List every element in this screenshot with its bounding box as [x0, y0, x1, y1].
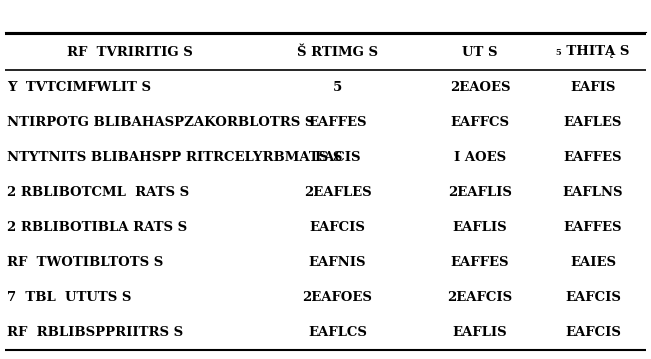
Text: EAFLES: EAFLES [564, 116, 622, 129]
Text: EAFFES: EAFFES [450, 256, 509, 269]
Text: NTIRPOTG BLIBAHASPZAKORBLOTRS S: NTIRPOTG BLIBAHASPZAKORBLOTRS S [7, 116, 314, 129]
Text: 2EAFCIS: 2EAFCIS [447, 291, 512, 304]
Text: EAIES: EAIES [570, 256, 616, 269]
Text: EAFCIS: EAFCIS [565, 291, 621, 304]
Text: EAFFES: EAFFES [564, 221, 622, 234]
Text: 2EAFLIS: 2EAFLIS [448, 186, 512, 199]
Text: 2EAFLES: 2EAFLES [303, 186, 371, 199]
Text: RF  TWOTIBLTOTS S: RF TWOTIBLTOTS S [7, 256, 163, 269]
Text: NTYTNITS BLIBAHSPP RITRCELYRBMATS S: NTYTNITS BLIBAHSPP RITRCELYRBMATS S [7, 151, 342, 164]
Text: EAFLCS: EAFLCS [308, 326, 367, 339]
Text: ₅ THITĄ S: ₅ THITĄ S [557, 46, 630, 59]
Text: EAFLIS: EAFLIS [452, 221, 507, 234]
Text: Š RTIMG S: Š RTIMG S [297, 46, 378, 59]
Text: 7  TBL  UTUTS S: 7 TBL UTUTS S [7, 291, 132, 304]
Text: 2EAOES: 2EAOES [450, 81, 510, 94]
Text: EAFFES: EAFFES [309, 116, 367, 129]
Text: EAFCIS: EAFCIS [310, 221, 365, 234]
Text: EAFLNS: EAFLNS [562, 186, 623, 199]
Text: Y̅  TVTCIMFWLIT S: Y̅ TVTCIMFWLIT S [7, 81, 151, 94]
Text: EAFFCS: EAFFCS [450, 116, 510, 129]
Text: EAFLIS: EAFLIS [452, 326, 507, 339]
Text: 2EAFOES: 2EAFOES [303, 291, 372, 304]
Text: EAFCIS: EAFCIS [565, 326, 621, 339]
Text: RF  RBLIBSPPRIITRS S: RF RBLIBSPPRIITRS S [7, 326, 183, 339]
Text: I AOES: I AOES [454, 151, 506, 164]
Text: EAFFES: EAFFES [564, 151, 622, 164]
Text: EACIS: EACIS [314, 151, 361, 164]
Text: 2 RBLIBOTIBLA RATS S: 2 RBLIBOTIBLA RATS S [7, 221, 187, 234]
Text: 2 RBLIBOTCML  RATS S: 2 RBLIBOTCML RATS S [7, 186, 189, 199]
Text: UT S: UT S [462, 46, 498, 59]
Text: 5: 5 [333, 81, 342, 94]
Text: EAFIS: EAFIS [570, 81, 616, 94]
Text: EAFNIS: EAFNIS [309, 256, 367, 269]
Text: RF  TVRIRITIG S: RF TVRIRITIG S [67, 46, 193, 59]
